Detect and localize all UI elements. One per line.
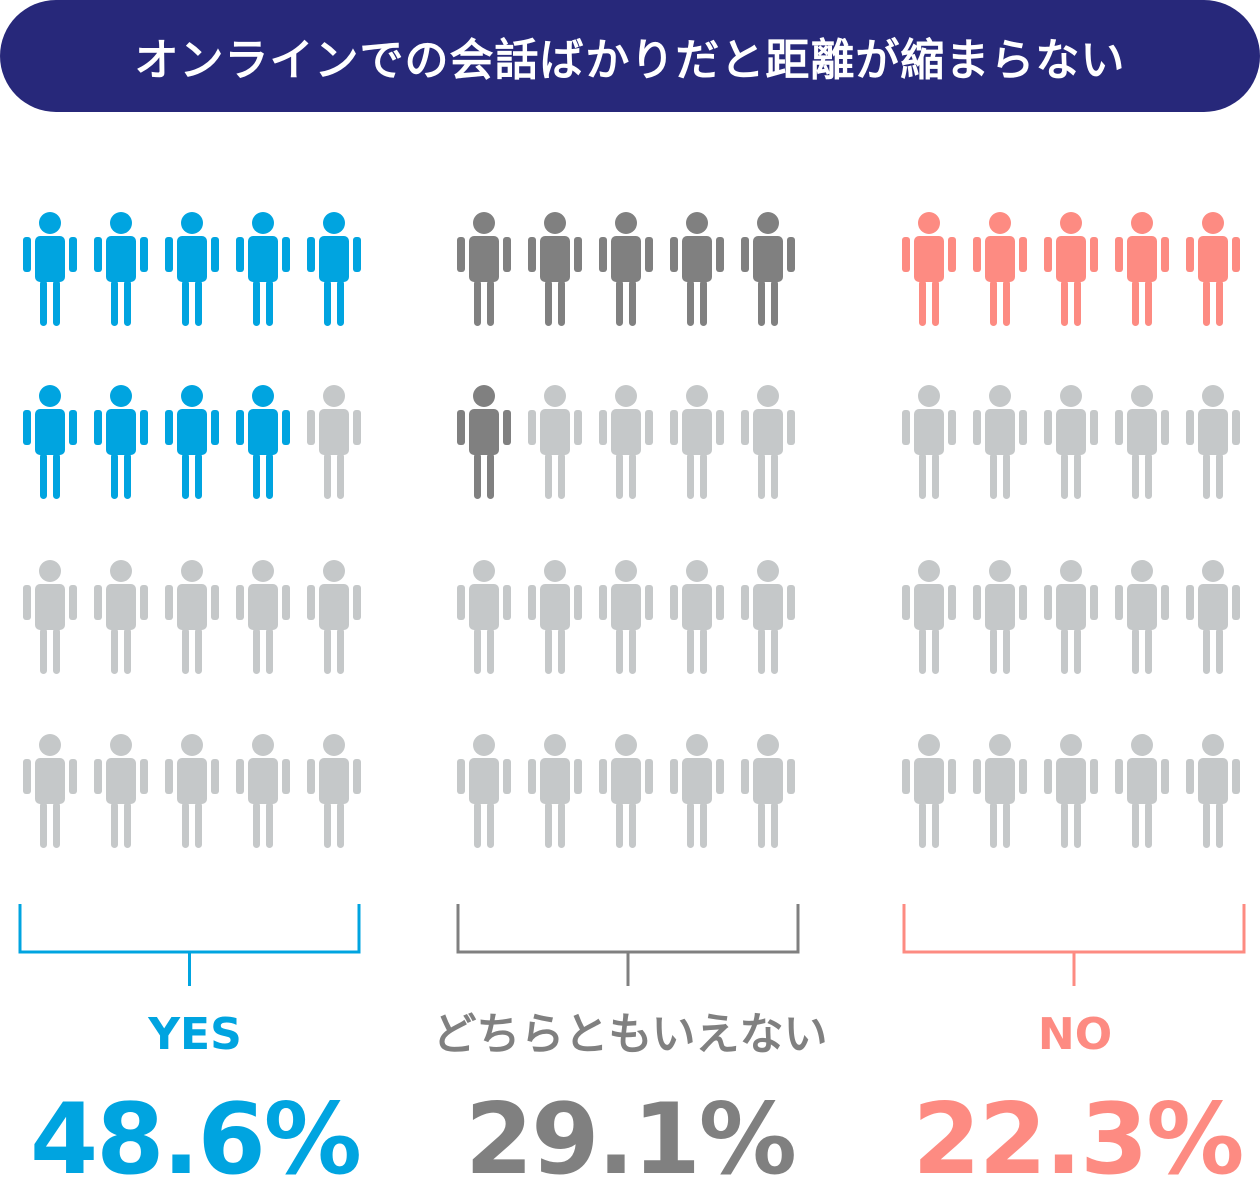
person-icon-neutral-14 xyxy=(670,560,724,674)
person-icon-neutral-9 xyxy=(670,385,724,499)
person-icon-no-13 xyxy=(1044,560,1098,674)
group-label-no: NO xyxy=(1037,1009,1113,1060)
person-icon-no-18 xyxy=(1044,734,1098,848)
person-icon-no-20 xyxy=(1186,734,1240,848)
group-value-yes: 48.6% xyxy=(30,1083,362,1197)
group-label-yes: YES xyxy=(148,1009,242,1060)
person-icon-yes-16 xyxy=(23,734,77,848)
person-icon-yes-3 xyxy=(165,212,219,326)
person-icon-yes-4 xyxy=(236,212,290,326)
person-icon-neutral-1 xyxy=(457,212,511,326)
person-icon-neutral-16 xyxy=(457,734,511,848)
person-icon-yes-20 xyxy=(307,734,361,848)
title-banner: オンラインでの会話ばかりだと距離が縮まらない xyxy=(0,0,1260,112)
person-icon-no-2 xyxy=(973,212,1027,326)
group-value-neutral: 29.1% xyxy=(465,1083,797,1197)
person-icon-yes-12 xyxy=(94,560,148,674)
person-icon-no-19 xyxy=(1115,734,1169,848)
group-value-no: 22.3% xyxy=(912,1083,1245,1197)
person-icon-no-10 xyxy=(1186,385,1240,499)
person-icon-neutral-20 xyxy=(741,734,795,848)
person-icon-neutral-19 xyxy=(670,734,724,848)
person-icon-yes-10 xyxy=(307,385,361,499)
person-icon-yes-18 xyxy=(165,734,219,848)
person-icon-neutral-10 xyxy=(741,385,795,499)
group-label-neutral: どちらともいえない xyxy=(432,1009,828,1060)
person-icon-no-15 xyxy=(1186,560,1240,674)
bracket-neutral xyxy=(456,904,800,986)
bracket-no xyxy=(902,904,1246,986)
person-icon-neutral-7 xyxy=(528,385,582,499)
person-icon-neutral-15 xyxy=(741,560,795,674)
person-icon-no-11 xyxy=(902,560,956,674)
person-icon-yes-13 xyxy=(165,560,219,674)
person-icon-yes-1 xyxy=(23,212,77,326)
person-icon-neutral-2 xyxy=(528,212,582,326)
person-icon-yes-11 xyxy=(23,560,77,674)
person-icon-neutral-4 xyxy=(670,212,724,326)
person-icon-no-1 xyxy=(902,212,956,326)
person-icon-no-6 xyxy=(902,385,956,499)
person-icon-yes-14 xyxy=(236,560,290,674)
person-icon-no-7 xyxy=(973,385,1027,499)
person-icon-no-4 xyxy=(1115,212,1169,326)
person-icon-no-8 xyxy=(1044,385,1098,499)
person-icon-no-17 xyxy=(973,734,1027,848)
bracket-yes xyxy=(18,904,361,986)
person-icon-no-12 xyxy=(973,560,1027,674)
person-icon-neutral-18 xyxy=(599,734,653,848)
person-icon-neutral-12 xyxy=(528,560,582,674)
person-icon-yes-19 xyxy=(236,734,290,848)
person-icon-yes-2 xyxy=(94,212,148,326)
person-icon-neutral-5 xyxy=(741,212,795,326)
person-icon-no-14 xyxy=(1115,560,1169,674)
person-icon-yes-7 xyxy=(94,385,148,499)
person-icon-yes-5 xyxy=(307,212,361,326)
person-icon-neutral-17 xyxy=(528,734,582,848)
person-icon-neutral-8 xyxy=(599,385,653,499)
person-icon-yes-8 xyxy=(165,385,219,499)
person-icon-yes-6 xyxy=(23,385,77,499)
person-icon-no-16 xyxy=(902,734,956,848)
person-icon-neutral-11 xyxy=(457,560,511,674)
person-icon-no-3 xyxy=(1044,212,1098,326)
person-icon-no-5 xyxy=(1186,212,1240,326)
person-icon-no-9 xyxy=(1115,385,1169,499)
person-icon-neutral-13 xyxy=(599,560,653,674)
chart-title: オンラインでの会話ばかりだと距離が縮まらない xyxy=(134,35,1126,86)
person-icon-neutral-6 xyxy=(457,385,511,499)
person-icon-neutral-3 xyxy=(599,212,653,326)
person-icon-yes-17 xyxy=(94,734,148,848)
person-icon-yes-9 xyxy=(236,385,290,499)
person-icon-yes-15 xyxy=(307,560,361,674)
